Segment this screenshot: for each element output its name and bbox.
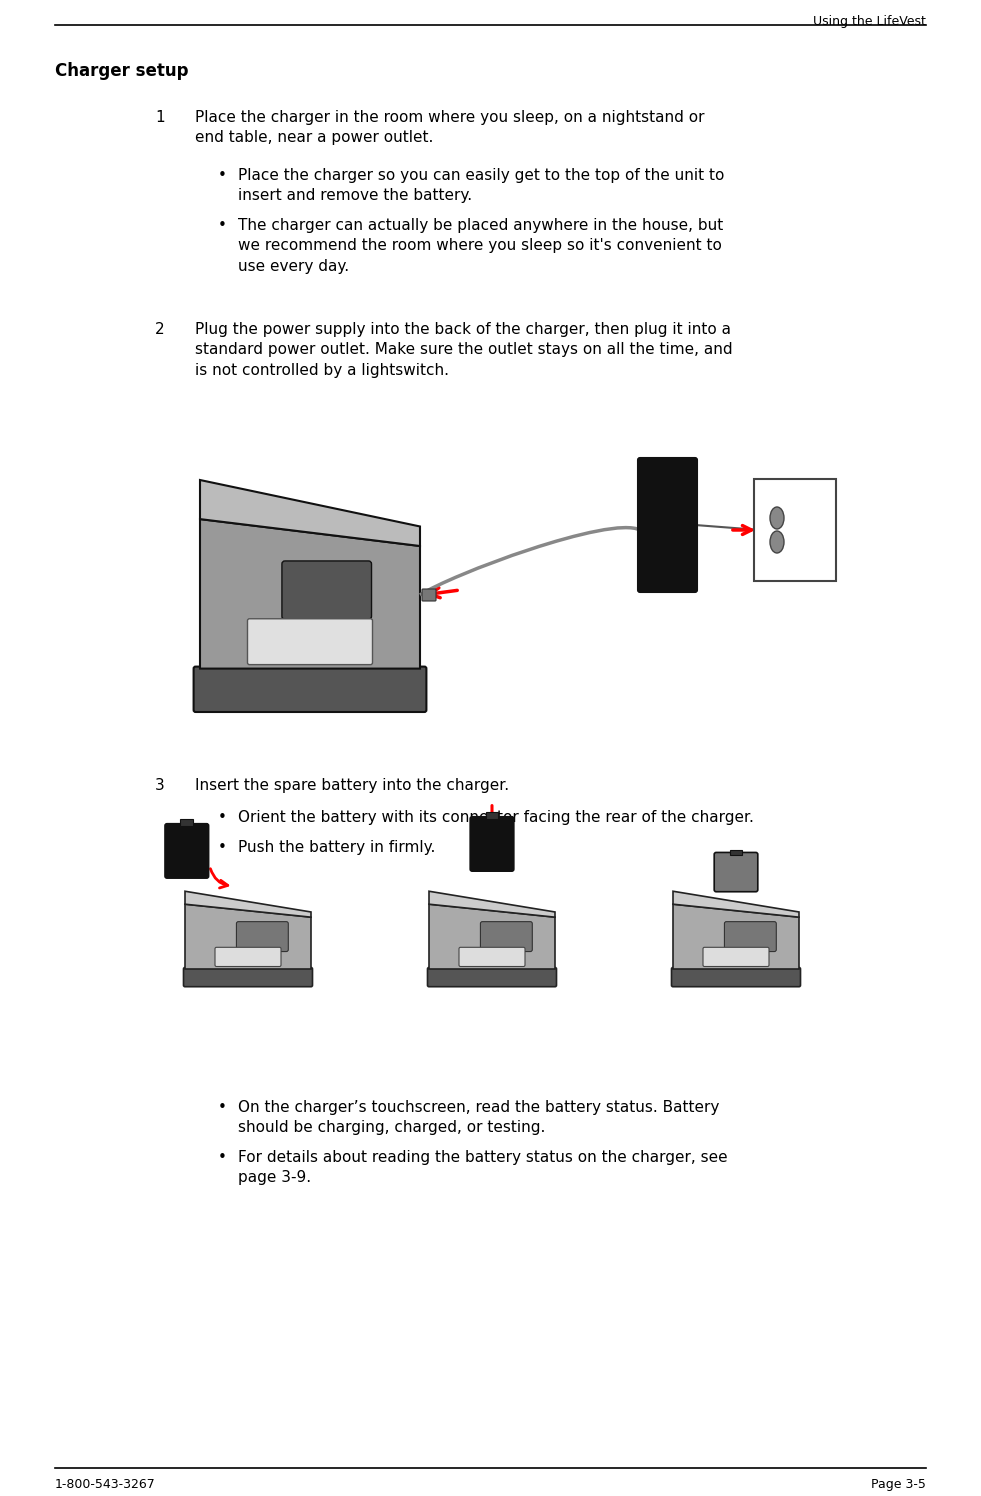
Polygon shape [673, 892, 799, 917]
Text: •: • [218, 839, 227, 856]
Text: Page 3-5: Page 3-5 [871, 1478, 926, 1492]
Text: •: • [218, 168, 227, 183]
Ellipse shape [770, 507, 784, 530]
Text: 3: 3 [155, 778, 165, 793]
FancyBboxPatch shape [672, 968, 800, 987]
FancyBboxPatch shape [215, 947, 281, 966]
FancyBboxPatch shape [724, 922, 776, 951]
Text: Plug the power supply into the back of the charger, then plug it into a
standard: Plug the power supply into the back of t… [195, 322, 733, 378]
Text: •: • [218, 809, 227, 824]
FancyBboxPatch shape [470, 817, 514, 871]
Text: •: • [218, 1100, 227, 1115]
FancyBboxPatch shape [193, 667, 427, 712]
Text: Orient the battery with its connector facing the rear of the charger.: Orient the battery with its connector fa… [238, 809, 753, 824]
Polygon shape [200, 519, 420, 669]
Text: Insert the spare battery into the charger.: Insert the spare battery into the charge… [195, 778, 509, 793]
Text: •: • [218, 1150, 227, 1165]
Text: Push the battery in firmly.: Push the battery in firmly. [238, 839, 436, 856]
Polygon shape [185, 892, 311, 917]
FancyBboxPatch shape [481, 922, 533, 951]
Text: Charger setup: Charger setup [55, 61, 188, 79]
Text: 1-800-543-3267: 1-800-543-3267 [55, 1478, 156, 1492]
Text: •: • [218, 218, 227, 233]
FancyBboxPatch shape [181, 820, 193, 826]
FancyBboxPatch shape [730, 850, 743, 854]
Polygon shape [200, 480, 420, 546]
Text: For details about reading the battery status on the charger, see
page 3-9.: For details about reading the battery st… [238, 1150, 728, 1185]
FancyBboxPatch shape [486, 812, 498, 820]
Ellipse shape [770, 531, 784, 554]
Text: 2: 2 [155, 322, 165, 337]
FancyBboxPatch shape [638, 458, 697, 592]
FancyBboxPatch shape [428, 968, 556, 987]
FancyBboxPatch shape [714, 853, 757, 892]
Text: Using the LifeVest: Using the LifeVest [813, 15, 926, 28]
FancyBboxPatch shape [165, 824, 209, 878]
Text: Place the charger so you can easily get to the top of the unit to
insert and rem: Place the charger so you can easily get … [238, 168, 724, 203]
Polygon shape [673, 904, 799, 969]
Polygon shape [429, 904, 555, 969]
FancyBboxPatch shape [459, 947, 525, 966]
FancyBboxPatch shape [282, 561, 372, 619]
Text: The charger can actually be placed anywhere in the house, but
we recommend the r: The charger can actually be placed anywh… [238, 218, 723, 274]
Text: Place the charger in the room where you sleep, on a nightstand or
end table, nea: Place the charger in the room where you … [195, 111, 704, 145]
FancyBboxPatch shape [247, 619, 373, 664]
Text: On the charger’s touchscreen, read the battery status. Battery
should be chargin: On the charger’s touchscreen, read the b… [238, 1100, 719, 1135]
FancyBboxPatch shape [183, 968, 313, 987]
FancyBboxPatch shape [703, 947, 769, 966]
Polygon shape [429, 892, 555, 917]
Polygon shape [185, 904, 311, 969]
FancyBboxPatch shape [422, 589, 436, 601]
FancyBboxPatch shape [754, 479, 836, 580]
Text: 1: 1 [155, 111, 165, 126]
FancyBboxPatch shape [236, 922, 288, 951]
